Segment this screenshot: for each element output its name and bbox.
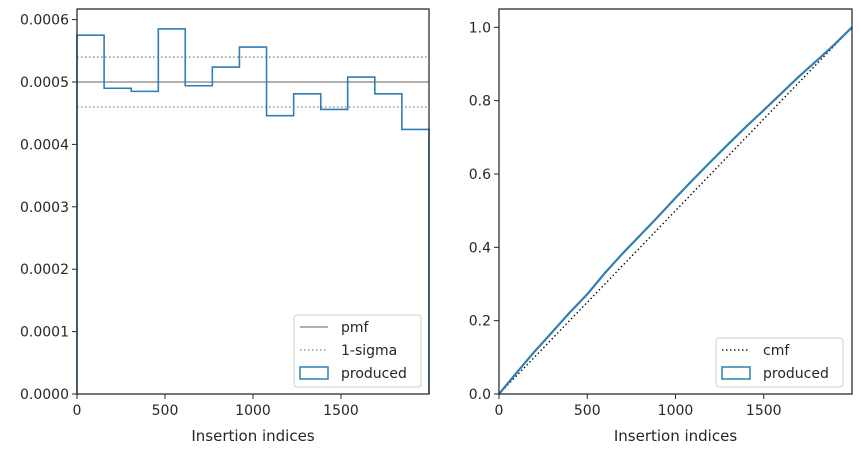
- y-tick-label: 0.0003: [20, 200, 69, 216]
- x-axis-label: Insertion indices: [614, 427, 737, 445]
- legend-label: produced: [763, 366, 829, 382]
- y-tick-label: 0.0: [469, 387, 491, 403]
- legend-handle: [299, 366, 329, 380]
- axes-frame: [498, 8, 853, 395]
- legend: cmf produced: [715, 337, 844, 388]
- legend-label: 1-sigma: [341, 343, 397, 359]
- legend-label: produced: [341, 366, 407, 382]
- y-tick-label: 0.2: [469, 314, 491, 330]
- y-tick-label: 0.0006: [20, 13, 69, 29]
- produced-step: [76, 28, 430, 394]
- legend: pmf 1-sigma produced: [293, 314, 422, 388]
- y-tick-label: 0.0004: [20, 137, 69, 153]
- x-tick-label: 1000: [235, 403, 271, 419]
- axes-frame: [76, 8, 430, 395]
- produced-line: [498, 26, 853, 395]
- x-tick-label: 0: [495, 403, 504, 419]
- x-tick-label: 1500: [746, 403, 782, 419]
- x-tick-label: 500: [574, 403, 601, 419]
- y-tick-label: 0.0002: [20, 262, 69, 278]
- y-tick-label: 0.4: [469, 240, 491, 256]
- y-tick-label: 1.0: [469, 20, 491, 36]
- legend-handle: [721, 366, 751, 380]
- x-axis-label: Insertion indices: [191, 427, 314, 445]
- legend-box: [293, 314, 422, 388]
- y-tick-label: 0.6: [469, 167, 491, 183]
- cmf-line: [498, 26, 853, 395]
- cumulative-chart: 0 500 1000 1500 0.0 0.2 0.4 0.6 0.8 1.0 Insertion …: [469, 8, 853, 445]
- legend-label: cmf: [763, 343, 790, 359]
- legend-box: [715, 337, 844, 388]
- x-tick-label: 0: [73, 403, 82, 419]
- y-tick-label: 0.0000: [20, 387, 69, 403]
- y-tick-label: 0.0005: [20, 75, 69, 91]
- y-tick-label: 0.8: [469, 94, 491, 110]
- x-tick-label: 1500: [323, 403, 359, 419]
- legend-label: pmf: [341, 320, 370, 336]
- histogram-chart: 0 500 1000 1500 0.0000 0.0001 0.0002 0.0003 0.00…: [20, 8, 430, 445]
- y-tick-label: 0.0001: [20, 325, 69, 341]
- x-tick-label: 1000: [658, 403, 694, 419]
- x-tick-label: 500: [152, 403, 179, 419]
